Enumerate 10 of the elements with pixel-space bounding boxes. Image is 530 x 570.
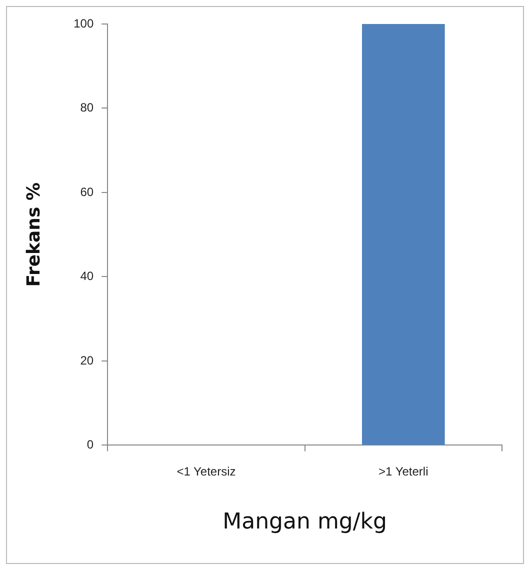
x-tick-label: >1 Yeterli	[378, 464, 428, 479]
y-tick-label: 0	[86, 438, 94, 452]
y-axis-title: Frekans %	[23, 182, 44, 287]
y-tick-label: 40	[80, 269, 94, 284]
x-axis-title: Mangan mg/kg	[222, 510, 387, 535]
y-tick-label: 60	[80, 184, 94, 199]
y-tick-label: 80	[80, 100, 94, 115]
y-tick-label: 100	[74, 16, 94, 30]
x-tick-label: <1 Yetersiz	[176, 464, 236, 479]
y-tick-label: 20	[80, 353, 94, 368]
